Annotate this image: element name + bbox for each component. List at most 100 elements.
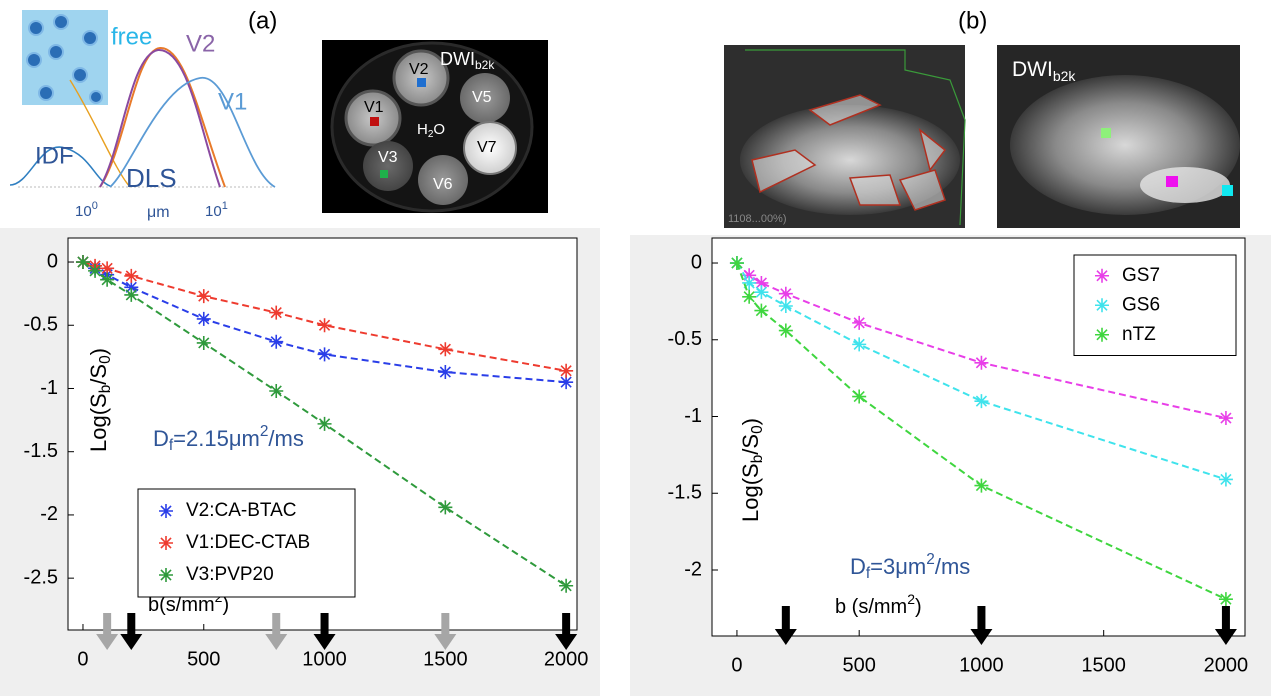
point <box>438 342 453 357</box>
inset-tick: 100 <box>75 200 98 220</box>
point <box>852 337 867 352</box>
label-part: ) <box>222 594 229 616</box>
point <box>124 268 139 283</box>
b-arrow <box>313 613 336 650</box>
roi-square <box>1166 176 1178 187</box>
point <box>75 255 90 270</box>
x-tick-label: 1500 <box>423 648 468 670</box>
legend-label: V2:CA-BTAC <box>186 500 297 521</box>
vial-label: V1 <box>364 99 384 116</box>
overlay-text: 1108...00%) <box>728 213 787 225</box>
x-tick-label: 2000 <box>1204 654 1249 676</box>
water-label: H2O <box>417 121 445 140</box>
label-part: 2 <box>907 591 915 607</box>
point <box>742 268 757 283</box>
tick-exp: 1 <box>222 200 228 212</box>
legend-marker <box>159 568 173 582</box>
legend-marker <box>159 536 173 550</box>
legend-marker <box>1095 298 1109 313</box>
y-tick-label: -2 <box>40 503 58 525</box>
legend-label: V3:PVP20 <box>186 564 274 585</box>
label-part: 2 <box>926 551 935 568</box>
idf-curve <box>69 79 131 188</box>
vial-label: V3 <box>378 149 398 166</box>
point <box>438 365 453 380</box>
legend-marker <box>1095 327 1109 342</box>
b-arrow <box>1214 606 1237 645</box>
inset-label: V1 <box>218 88 247 115</box>
point <box>742 289 757 304</box>
y-axis-label: Log(Sb/S0) <box>86 348 114 452</box>
y-tick-label: -1.5 <box>668 482 702 504</box>
b-arrow <box>970 606 993 645</box>
w: 2 <box>428 129 434 140</box>
point <box>778 323 793 338</box>
image-title: DWIb2k <box>1012 58 1076 84</box>
y-tick-label: -2.5 <box>24 566 58 588</box>
point <box>438 500 453 515</box>
label-part: b <box>749 455 766 464</box>
x-tick-label: 0 <box>77 648 88 670</box>
point <box>317 347 332 362</box>
label-part: /ms <box>935 554 970 579</box>
point <box>1218 592 1233 607</box>
label-part: ) <box>738 418 763 425</box>
annotation: Df=3μm2/ms <box>850 551 970 582</box>
point <box>852 315 867 330</box>
y-tick-label: -1.5 <box>24 440 58 462</box>
point <box>196 289 211 304</box>
b-arrow <box>774 606 797 645</box>
vial-label: V2 <box>409 61 429 78</box>
legend-label: GS7 <box>1122 265 1160 286</box>
point <box>269 384 284 399</box>
label-part: b <box>97 385 114 394</box>
label-part: =2.15μm <box>173 426 260 451</box>
x-tick-label: 500 <box>187 648 220 670</box>
vial-label: V6 <box>433 176 453 193</box>
vial <box>418 155 468 205</box>
y-tick-label: -1 <box>40 377 58 399</box>
point <box>754 285 769 300</box>
label-part: f <box>169 437 174 454</box>
roi-square <box>1101 128 1111 138</box>
point <box>742 275 757 290</box>
label-part: 2 <box>260 423 269 440</box>
inset-label: free <box>111 23 152 50</box>
point <box>1218 411 1233 426</box>
label-part: b(s/mm <box>148 594 215 616</box>
title-main: DWI <box>440 49 475 69</box>
legend-marker <box>159 504 173 518</box>
title-sub: b2k <box>1053 68 1077 84</box>
free-curve <box>99 46 226 188</box>
inset-label: IDF <box>35 142 74 169</box>
contour <box>745 49 966 226</box>
point <box>317 416 332 431</box>
title-main: DWI <box>1012 58 1053 81</box>
panel-label: (a) <box>248 7 277 34</box>
point <box>100 261 115 276</box>
vial <box>460 73 510 123</box>
point <box>852 389 867 404</box>
x-tick-label: 1000 <box>302 648 347 670</box>
point <box>974 394 989 409</box>
b-arrow <box>555 613 578 650</box>
point <box>269 334 284 349</box>
legend-label: V1:DEC-CTAB <box>186 532 310 553</box>
vial <box>463 121 517 175</box>
point <box>269 305 284 320</box>
label-part: ) <box>86 348 111 355</box>
label-part: f <box>866 565 871 582</box>
y-axis-label: Log(Sb/S0) <box>738 418 766 522</box>
panel-label: (b) <box>958 7 987 34</box>
point <box>124 287 139 302</box>
inset-tick: 101 <box>205 200 228 220</box>
y-tick-label: 0 <box>47 250 58 272</box>
tick-base: 10 <box>75 203 92 220</box>
label-part: Log(S <box>738 463 763 522</box>
roi-square <box>380 170 388 178</box>
point <box>974 478 989 493</box>
y-tick-label: -0.5 <box>668 328 702 350</box>
v1-curve <box>109 77 276 188</box>
point <box>100 272 115 287</box>
